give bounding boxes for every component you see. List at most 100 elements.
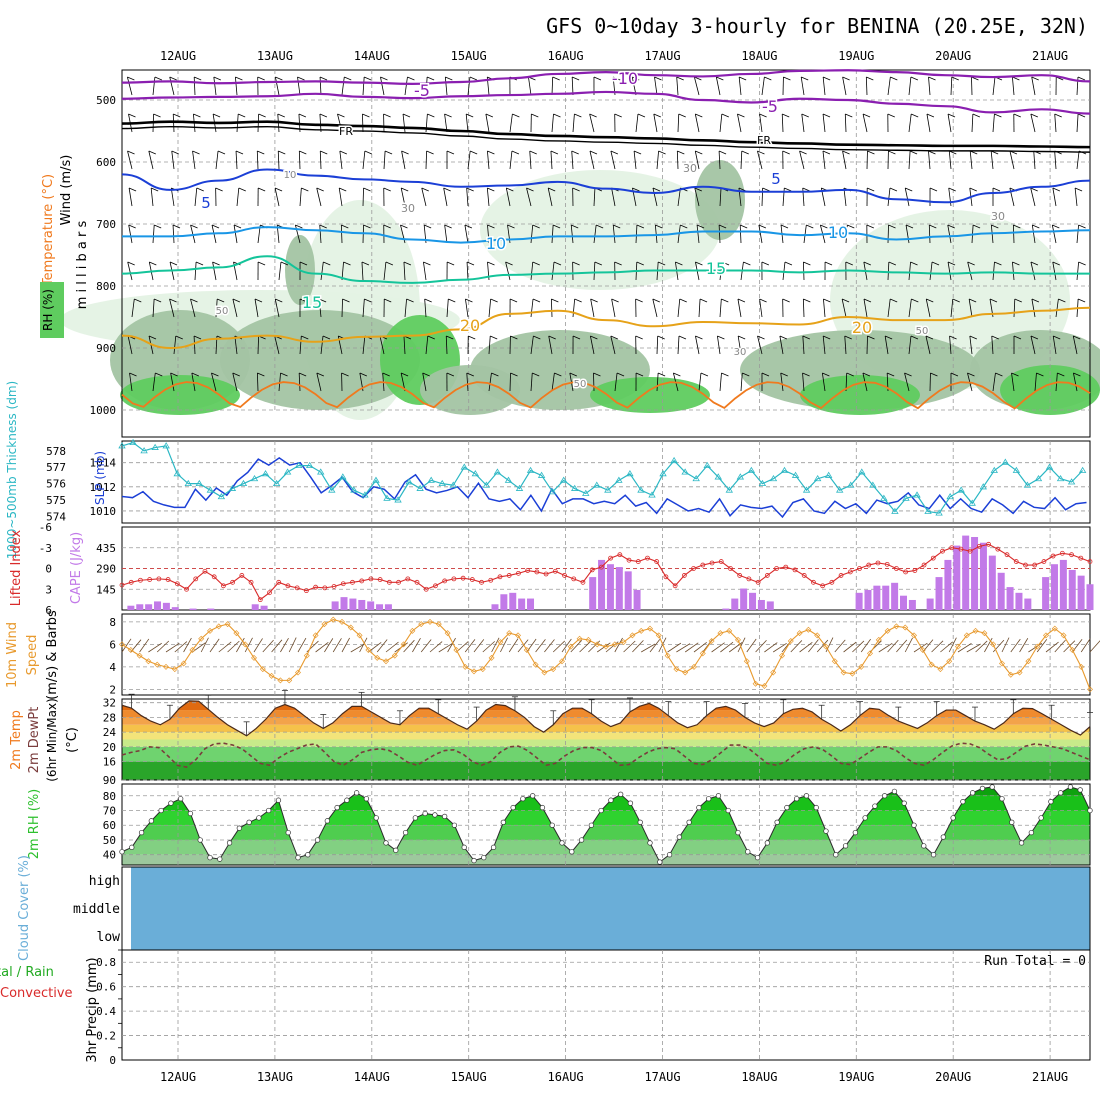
wind-barb: [404, 76, 408, 96]
wind-barb: [656, 150, 659, 170]
wind-barb-flag: [841, 298, 850, 303]
wind10m-marker: [743, 658, 750, 665]
wind-barb: [676, 150, 679, 170]
wind10m-barb: [1019, 638, 1029, 653]
wind-barb-flag: [533, 335, 541, 340]
wind-barb-flag: [1073, 335, 1081, 340]
wind-barb: [1076, 224, 1079, 244]
wind10m-barb: [966, 643, 981, 653]
wind-barb: [401, 150, 406, 170]
wind10m-marker: [946, 658, 953, 665]
wind10m-axis-label-2: Speed: [25, 635, 40, 676]
temp2m-tick-label: 32: [103, 697, 116, 710]
wind-barb-flag: [278, 150, 286, 155]
wind-barb: [464, 224, 469, 244]
rh2m-marker: [530, 793, 536, 799]
wind-barb-flag: [443, 187, 451, 192]
wind-barb-flag: [739, 76, 747, 81]
wind-barb: [572, 298, 576, 318]
rh2m-marker: [950, 815, 956, 821]
wind10m-marker: [1087, 686, 1093, 693]
wind-barb-flag: [1053, 335, 1061, 340]
wind-barb: [362, 187, 364, 207]
wind10m-marker: [717, 630, 724, 637]
wind-barb: [694, 187, 700, 207]
wind-barb-flag: [593, 76, 602, 81]
rh2m-marker: [813, 804, 819, 811]
precip-legend-convective: Convective: [0, 986, 73, 1001]
bottom-date-label: 15AUG: [451, 1070, 487, 1084]
cape-bar: [1050, 564, 1058, 610]
wind10m-barb: [420, 639, 432, 653]
contour-label: -10: [612, 69, 638, 88]
wind-barb: [738, 76, 742, 96]
wind-barb-flag: [905, 224, 914, 229]
wind-barb: [992, 113, 995, 133]
li-marker: [285, 583, 291, 589]
wind-barb: [169, 298, 175, 318]
thickness-marker: [493, 468, 502, 475]
thickness-marker: [604, 486, 612, 493]
wind10m-marker: [462, 663, 469, 670]
wind-barb: [1076, 113, 1079, 133]
rh2m-marker: [490, 844, 497, 850]
li-marker: [202, 568, 208, 574]
rh2m-marker: [138, 829, 145, 836]
wind-barb-flag: [301, 187, 309, 192]
wind-barb: [862, 113, 868, 133]
wind-barb-flag: [232, 372, 240, 377]
wind10m-barb: [174, 641, 188, 653]
wind10m-marker: [1043, 632, 1049, 639]
wind-barb: [170, 372, 175, 392]
wind-barb-flag: [319, 224, 327, 229]
li-marker: [672, 583, 678, 589]
wind-barb-flag: [510, 335, 518, 340]
wind10m-barb: [183, 637, 192, 653]
thickness-tick-label: 577: [46, 461, 66, 474]
cape-bar: [891, 582, 899, 610]
wind10m-marker: [867, 650, 873, 657]
wind-barb: [570, 224, 574, 244]
wind10m-marker: [418, 621, 425, 628]
wind10m-barb: [596, 642, 611, 653]
wind10m-axis-label-1: 10m Wind: [5, 622, 20, 688]
wind10m-marker: [875, 636, 882, 643]
wind-barb-flag: [211, 372, 219, 377]
rh2m-marker: [461, 844, 467, 850]
precip-panel: 0.8 0.6 0.4 0.2 0 Run Total = 0 tal / Rain Conv…: [0, 949, 1091, 1067]
wind-barb-flag: [890, 76, 898, 81]
wind-barb-flag: [299, 150, 307, 155]
thickness-marker: [648, 491, 656, 498]
wind-barb-flag: [196, 187, 204, 192]
wind10m-marker: [893, 623, 900, 630]
wind-barb: [424, 298, 427, 318]
wind-barb: [1012, 261, 1015, 281]
li-marker: [829, 579, 835, 585]
rh2m-marker: [979, 785, 986, 792]
li-marker: [746, 576, 752, 582]
wind10m-barb: [464, 639, 476, 653]
li-marker: [534, 569, 540, 575]
thickness-series-line: [121, 441, 1084, 514]
wind10m-marker: [682, 669, 689, 676]
wind10m-marker: [1025, 658, 1032, 665]
wind-barb-flag: [994, 261, 1002, 266]
thickness-marker: [383, 494, 391, 501]
wind-barb-flag: [951, 76, 959, 81]
rh2m-marker: [647, 840, 653, 846]
wind10m-marker: [515, 632, 521, 639]
wind-barb: [614, 372, 618, 392]
wind-barb-flag: [128, 224, 136, 229]
wind10m-marker: [770, 669, 777, 676]
wind-barb: [341, 298, 343, 318]
wind-barb-flag: [635, 298, 643, 303]
wind-barb-flag: [930, 372, 938, 377]
rh2m-marker: [891, 788, 898, 795]
wind-barb: [694, 113, 700, 133]
isotherm-freezing-second: [121, 125, 1091, 153]
rh2m-marker: [608, 797, 614, 803]
wind-barb-flag: [548, 187, 556, 192]
wind-barb-flag: [380, 76, 388, 81]
wind-barb-flag: [507, 224, 515, 229]
wind-barb: [362, 113, 364, 133]
